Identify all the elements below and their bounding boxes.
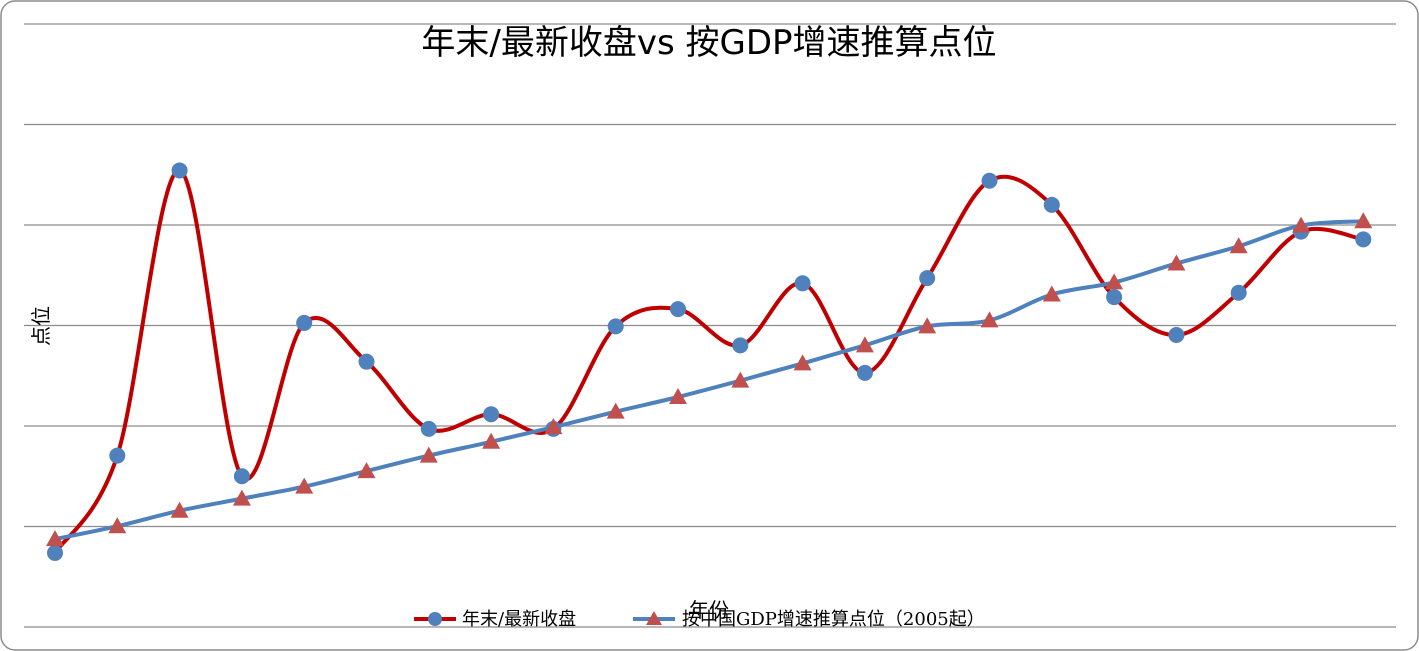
data-point	[670, 301, 686, 318]
data-point	[544, 418, 563, 435]
data-point	[47, 544, 63, 561]
data-point	[918, 317, 937, 334]
data-point	[793, 354, 812, 371]
data-point	[295, 477, 314, 494]
data-point	[109, 447, 126, 464]
data-point	[1355, 231, 1372, 248]
data-point	[980, 311, 999, 328]
x-axis-label: 年份	[689, 598, 729, 622]
data-point	[606, 402, 625, 419]
data-point	[1042, 285, 1061, 302]
data-point	[108, 517, 127, 534]
data-point	[170, 501, 189, 518]
data-point	[669, 387, 687, 404]
data-point	[794, 275, 811, 292]
data-point	[855, 336, 874, 353]
legend: 年末/最新收盘 按中国GDP增速推算点位（2005起）	[414, 609, 985, 630]
data-point	[358, 353, 375, 370]
data-point	[1354, 212, 1373, 229]
data-point	[607, 318, 624, 335]
data-point	[1105, 273, 1124, 290]
legend-label: 年末/最新收盘	[462, 609, 576, 630]
y-axis-label: 点位	[29, 306, 53, 346]
legend-marker	[428, 612, 442, 626]
data-point	[46, 530, 64, 547]
data-point	[1168, 326, 1185, 343]
data-point	[981, 172, 998, 189]
data-point	[1167, 254, 1186, 271]
data-point	[1292, 216, 1310, 233]
data-point	[419, 446, 438, 463]
series-line-2	[54, 219, 1364, 542]
data-point	[233, 468, 250, 485]
chart-title: 年末/最新收盘vs 按GDP增速推算点位	[421, 23, 996, 63]
data-point	[731, 371, 750, 388]
data-point	[1043, 196, 1060, 213]
data-point	[732, 337, 749, 354]
data-point	[919, 270, 936, 287]
gridlines	[24, 23, 1396, 628]
data-point	[1229, 237, 1248, 254]
data-point	[1230, 284, 1247, 301]
data-point	[856, 364, 873, 381]
legend-label: 按中国GDP增速推算点位（2005起）	[682, 609, 985, 630]
data-point	[232, 489, 251, 506]
legend-marker	[646, 611, 662, 625]
data-point	[171, 162, 188, 179]
data-point	[420, 420, 437, 437]
data-point	[482, 432, 501, 449]
data-point	[1106, 289, 1123, 306]
data-point	[357, 462, 376, 479]
data-point	[296, 314, 313, 331]
data-point	[483, 406, 500, 423]
series-layer	[46, 162, 1373, 561]
